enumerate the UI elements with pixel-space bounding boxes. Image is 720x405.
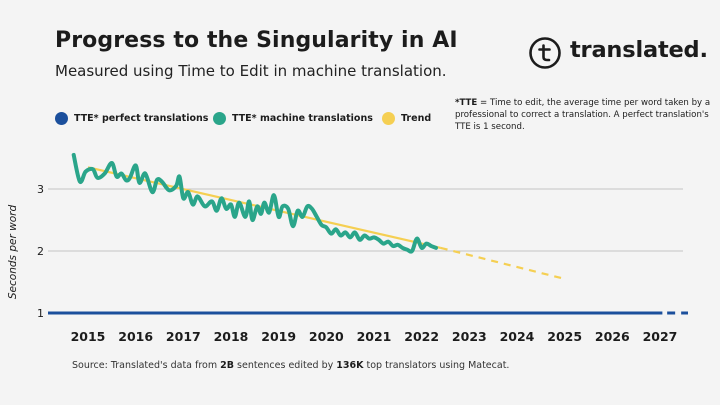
tte-footnote-text: = Time to edit, the average time per wor… [455,98,711,132]
series-machine-line [71,152,438,254]
y-axis-label: Seconds per word [7,205,19,300]
tte-footnote: *TTE = Time to edit, the average time pe… [455,97,717,133]
x-tick-label-2026: 2026 [595,329,630,344]
legend-swatch-perfect [55,111,68,125]
chart-subtitle: Measured using Time to Edit in machine t… [55,62,447,80]
series-trend-dashed [440,246,565,280]
x-tick-label-2019: 2019 [261,329,296,344]
legend-label-machine: TTE* machine translations [232,112,373,124]
x-tick-label-2016: 2016 [118,329,153,344]
brand-name: translated. [570,37,708,63]
source-middle: sentences edited by [234,360,337,371]
legend-machine: TTE* machine translations [213,110,373,126]
legend-label-perfect: TTE* perfect translations [74,112,209,124]
t-circle-logo-icon [529,37,561,69]
chart-title: Progress to the Singularity in AI [55,28,458,53]
legend-perfect: TTE* perfect translations [55,110,208,126]
x-tick-label-2025: 2025 [547,329,582,344]
source-suffix: top translators using Matecat. [363,360,510,371]
y-tick-label-1: 1 [37,307,44,320]
source-note: Source: Translated's data from 2B senten… [72,360,509,371]
x-tick-label-2015: 2015 [71,329,106,344]
x-tick-label-2020: 2020 [309,329,344,344]
brand-logo: translated. [528,36,713,72]
legend-trend: Trend [382,110,431,126]
x-tick-label-2018: 2018 [214,329,249,344]
source-prefix: Source: Translated's data from [72,360,221,371]
x-tick-label-2017: 2017 [166,329,201,344]
x-tick-label-2022: 2022 [404,329,439,344]
legend-label-trend: Trend [401,112,432,124]
source-bold-translators: 136K [336,360,364,371]
y-tick-label-2: 2 [37,245,44,258]
x-tick-label-2023: 2023 [452,329,487,344]
tte-footnote-term: *TTE [455,98,478,108]
y-tick-label-3: 3 [37,183,44,196]
legend-swatch-trend [382,111,395,125]
source-bold-sentences: 2B [220,360,234,371]
x-tick-label-2027: 2027 [643,329,678,344]
x-tick-label-2024: 2024 [500,329,535,344]
legend-swatch-machine [213,111,226,125]
x-tick-label-2021: 2021 [357,329,392,344]
